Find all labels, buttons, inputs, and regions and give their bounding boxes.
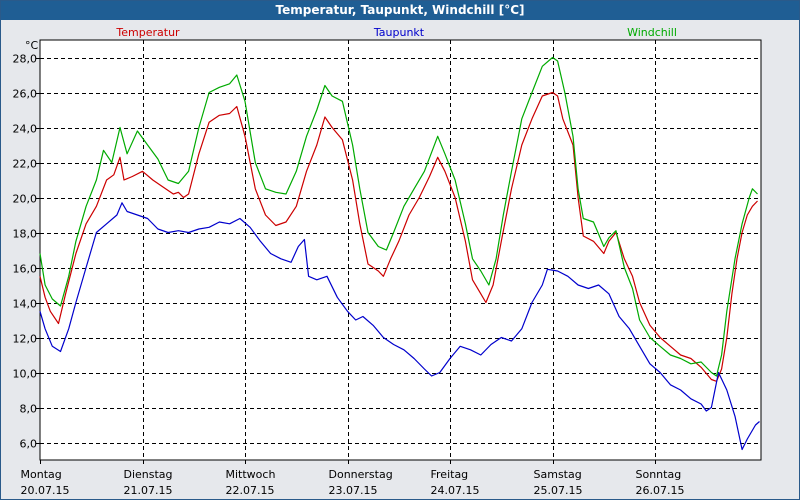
y-tick-label: 6,0 xyxy=(20,438,38,451)
y-tick-label: 14,0 xyxy=(13,298,38,311)
y-axis: 6,0 8,0 10,0 12,0 14,0 16,0 18,0 20,0 22,0 24,0 26… xyxy=(13,53,40,451)
x-tick-weekday: Sonntag xyxy=(636,468,682,481)
x-tick-date: 20.07.15 xyxy=(21,484,70,497)
x-tick-date: 26.07.15 xyxy=(636,484,685,497)
x-tick-date: 23.07.15 xyxy=(329,484,378,497)
x-tick-weekday: Dienstag xyxy=(124,468,173,481)
plot-area xyxy=(39,39,762,461)
x-tick-weekday: Samstag xyxy=(534,468,582,481)
series-line-taupunkt xyxy=(39,202,760,451)
y-tick-label: 28,0 xyxy=(13,53,38,66)
y-tick-label: 16,0 xyxy=(13,263,38,276)
legend-item-taupunkt: Taupunkt xyxy=(373,26,425,39)
y-tick-label: 24,0 xyxy=(13,123,38,136)
y-tick-label: 12,0 xyxy=(13,333,38,346)
legend-item-temperatur: Temperatur xyxy=(115,26,180,39)
series-lines xyxy=(39,56,760,451)
x-tick-weekday: Donnerstag xyxy=(329,468,393,481)
x-axis: Montag 20.07.15 Dienstag 21.07.15 Mittwoch 22… xyxy=(21,460,685,497)
y-tick-label: 18,0 xyxy=(13,228,38,241)
legend: Temperatur Taupunkt Windchill xyxy=(115,26,677,39)
x-tick-date: 25.07.15 xyxy=(534,484,583,497)
series-line-windchill xyxy=(39,56,758,377)
y-tick-label: 8,0 xyxy=(20,403,38,416)
y-tick-label: 22,0 xyxy=(13,158,38,171)
series-line-temperatur xyxy=(39,91,758,382)
y-tick-label: 10,0 xyxy=(13,368,38,381)
window-title-bar: Temperatur, Taupunkt, Windchill [°C] xyxy=(1,1,799,20)
y-tick-label: 20,0 xyxy=(13,193,38,206)
x-tick-date: 22.07.15 xyxy=(226,484,275,497)
x-tick-date: 21.07.15 xyxy=(124,484,173,497)
y-tick-label: 26,0 xyxy=(13,88,38,101)
window-title: Temperatur, Taupunkt, Windchill [°C] xyxy=(275,3,525,17)
x-tick-weekday: Freitag xyxy=(431,468,469,481)
legend-item-windchill: Windchill xyxy=(627,26,677,39)
x-tick-date: 24.07.15 xyxy=(431,484,480,497)
x-tick-weekday: Mittwoch xyxy=(226,468,276,481)
y-axis-unit-label: °C xyxy=(25,39,39,52)
x-tick-weekday: Montag xyxy=(21,468,62,481)
